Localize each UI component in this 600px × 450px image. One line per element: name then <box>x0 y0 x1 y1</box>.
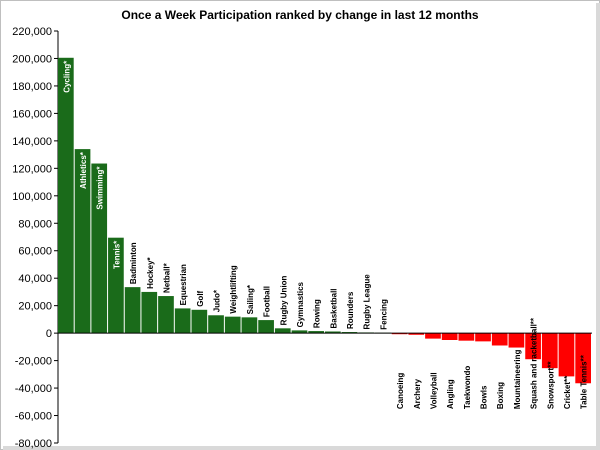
category-label: Cricket** <box>563 375 572 409</box>
bar <box>408 333 425 335</box>
y-tick-label: -60,000 <box>15 411 52 423</box>
category-label: Basketball <box>329 288 338 328</box>
category-label: Rowing <box>313 299 322 328</box>
category-label: Tennis* <box>112 240 121 269</box>
bar <box>558 333 575 377</box>
y-tick-label: 160,000 <box>12 108 52 120</box>
y-tick-label: 140,000 <box>12 136 52 148</box>
bar <box>208 315 224 334</box>
category-label: Taekwondo <box>463 366 472 410</box>
bar <box>108 237 124 334</box>
category-label: Cycling* <box>62 60 71 93</box>
bar <box>425 333 441 339</box>
y-tick-label: 100,000 <box>12 191 52 203</box>
y-tick-label: 60,000 <box>18 246 52 258</box>
y-tick-label: -40,000 <box>15 383 52 395</box>
category-label: Table Tennis** <box>580 354 589 409</box>
bar <box>124 287 141 334</box>
y-tick-label: 200,000 <box>12 53 52 65</box>
category-label: Equestrian <box>179 264 188 305</box>
y-tick-label: 0 <box>46 328 52 340</box>
category-label: Judo* <box>213 289 222 312</box>
y-axis: 220,000 200,000 180,000 160,000 140,000 120,0… <box>12 26 59 450</box>
y-tick-label: 40,000 <box>18 273 52 285</box>
frame-shadow-right <box>596 3 600 450</box>
bar <box>475 333 491 342</box>
category-label: Boxing <box>496 382 505 409</box>
category-label: Swimming* <box>96 166 105 210</box>
bar <box>325 331 341 334</box>
y-tick-label: -80,000 <box>15 438 52 450</box>
category-label: Squash and racketball** <box>530 317 539 409</box>
category-label: Athletics* <box>79 151 88 189</box>
y-tick-label: -20,000 <box>15 356 52 368</box>
bar <box>491 333 508 346</box>
category-label: Canoeing <box>396 373 405 410</box>
category-label: Archery <box>413 378 422 409</box>
bars <box>58 57 592 384</box>
bar <box>308 331 324 334</box>
category-labels: Cycling* Athletics* Swimming* Tennis* Badmin… <box>62 60 588 409</box>
category-label: Golf <box>196 290 205 306</box>
bar <box>91 163 108 334</box>
y-tick-label: 120,000 <box>12 163 52 175</box>
category-label: Angling <box>446 379 455 409</box>
bar <box>191 309 208 334</box>
bar <box>508 333 525 348</box>
category-label: Snowsport** <box>546 361 555 409</box>
bar <box>174 308 191 334</box>
frame-shadow-bottom <box>3 446 600 450</box>
bar <box>391 333 408 335</box>
category-label: Netball* <box>162 262 171 293</box>
bar <box>274 328 291 334</box>
category-label: Fencing <box>379 299 388 330</box>
bar <box>525 333 541 360</box>
y-tick-label: 220,000 <box>12 26 52 38</box>
category-label: Rugby League <box>363 274 372 330</box>
category-label: Badminton <box>129 242 138 284</box>
category-label: Gymnastics <box>296 281 305 327</box>
bar <box>291 330 308 334</box>
y-tick-label: 80,000 <box>18 218 52 230</box>
bar <box>58 57 74 334</box>
category-label: Weightlifting <box>229 265 238 313</box>
y-tick-label: 180,000 <box>12 81 52 93</box>
category-label: Mountaineering <box>513 349 522 409</box>
bar <box>74 149 91 334</box>
bar <box>341 332 358 334</box>
bar <box>241 317 258 334</box>
bar <box>458 333 475 341</box>
bar <box>575 333 591 384</box>
bar <box>541 333 558 369</box>
y-tick-label: 20,000 <box>18 301 52 313</box>
category-label: Hockey* <box>146 256 155 288</box>
category-label: Sailing* <box>246 284 255 314</box>
category-label: Rugby Union <box>279 275 288 325</box>
category-label: Football <box>263 286 272 317</box>
bar <box>224 316 241 334</box>
bar <box>258 320 274 334</box>
bar <box>158 296 174 334</box>
category-label: Rounders <box>346 291 355 329</box>
bar <box>141 291 158 334</box>
chart-title: Once a Week Participation ranked by chan… <box>121 8 479 22</box>
category-label: Volleyball <box>429 372 438 409</box>
category-label: Bowls <box>480 385 489 409</box>
bar <box>441 333 458 340</box>
